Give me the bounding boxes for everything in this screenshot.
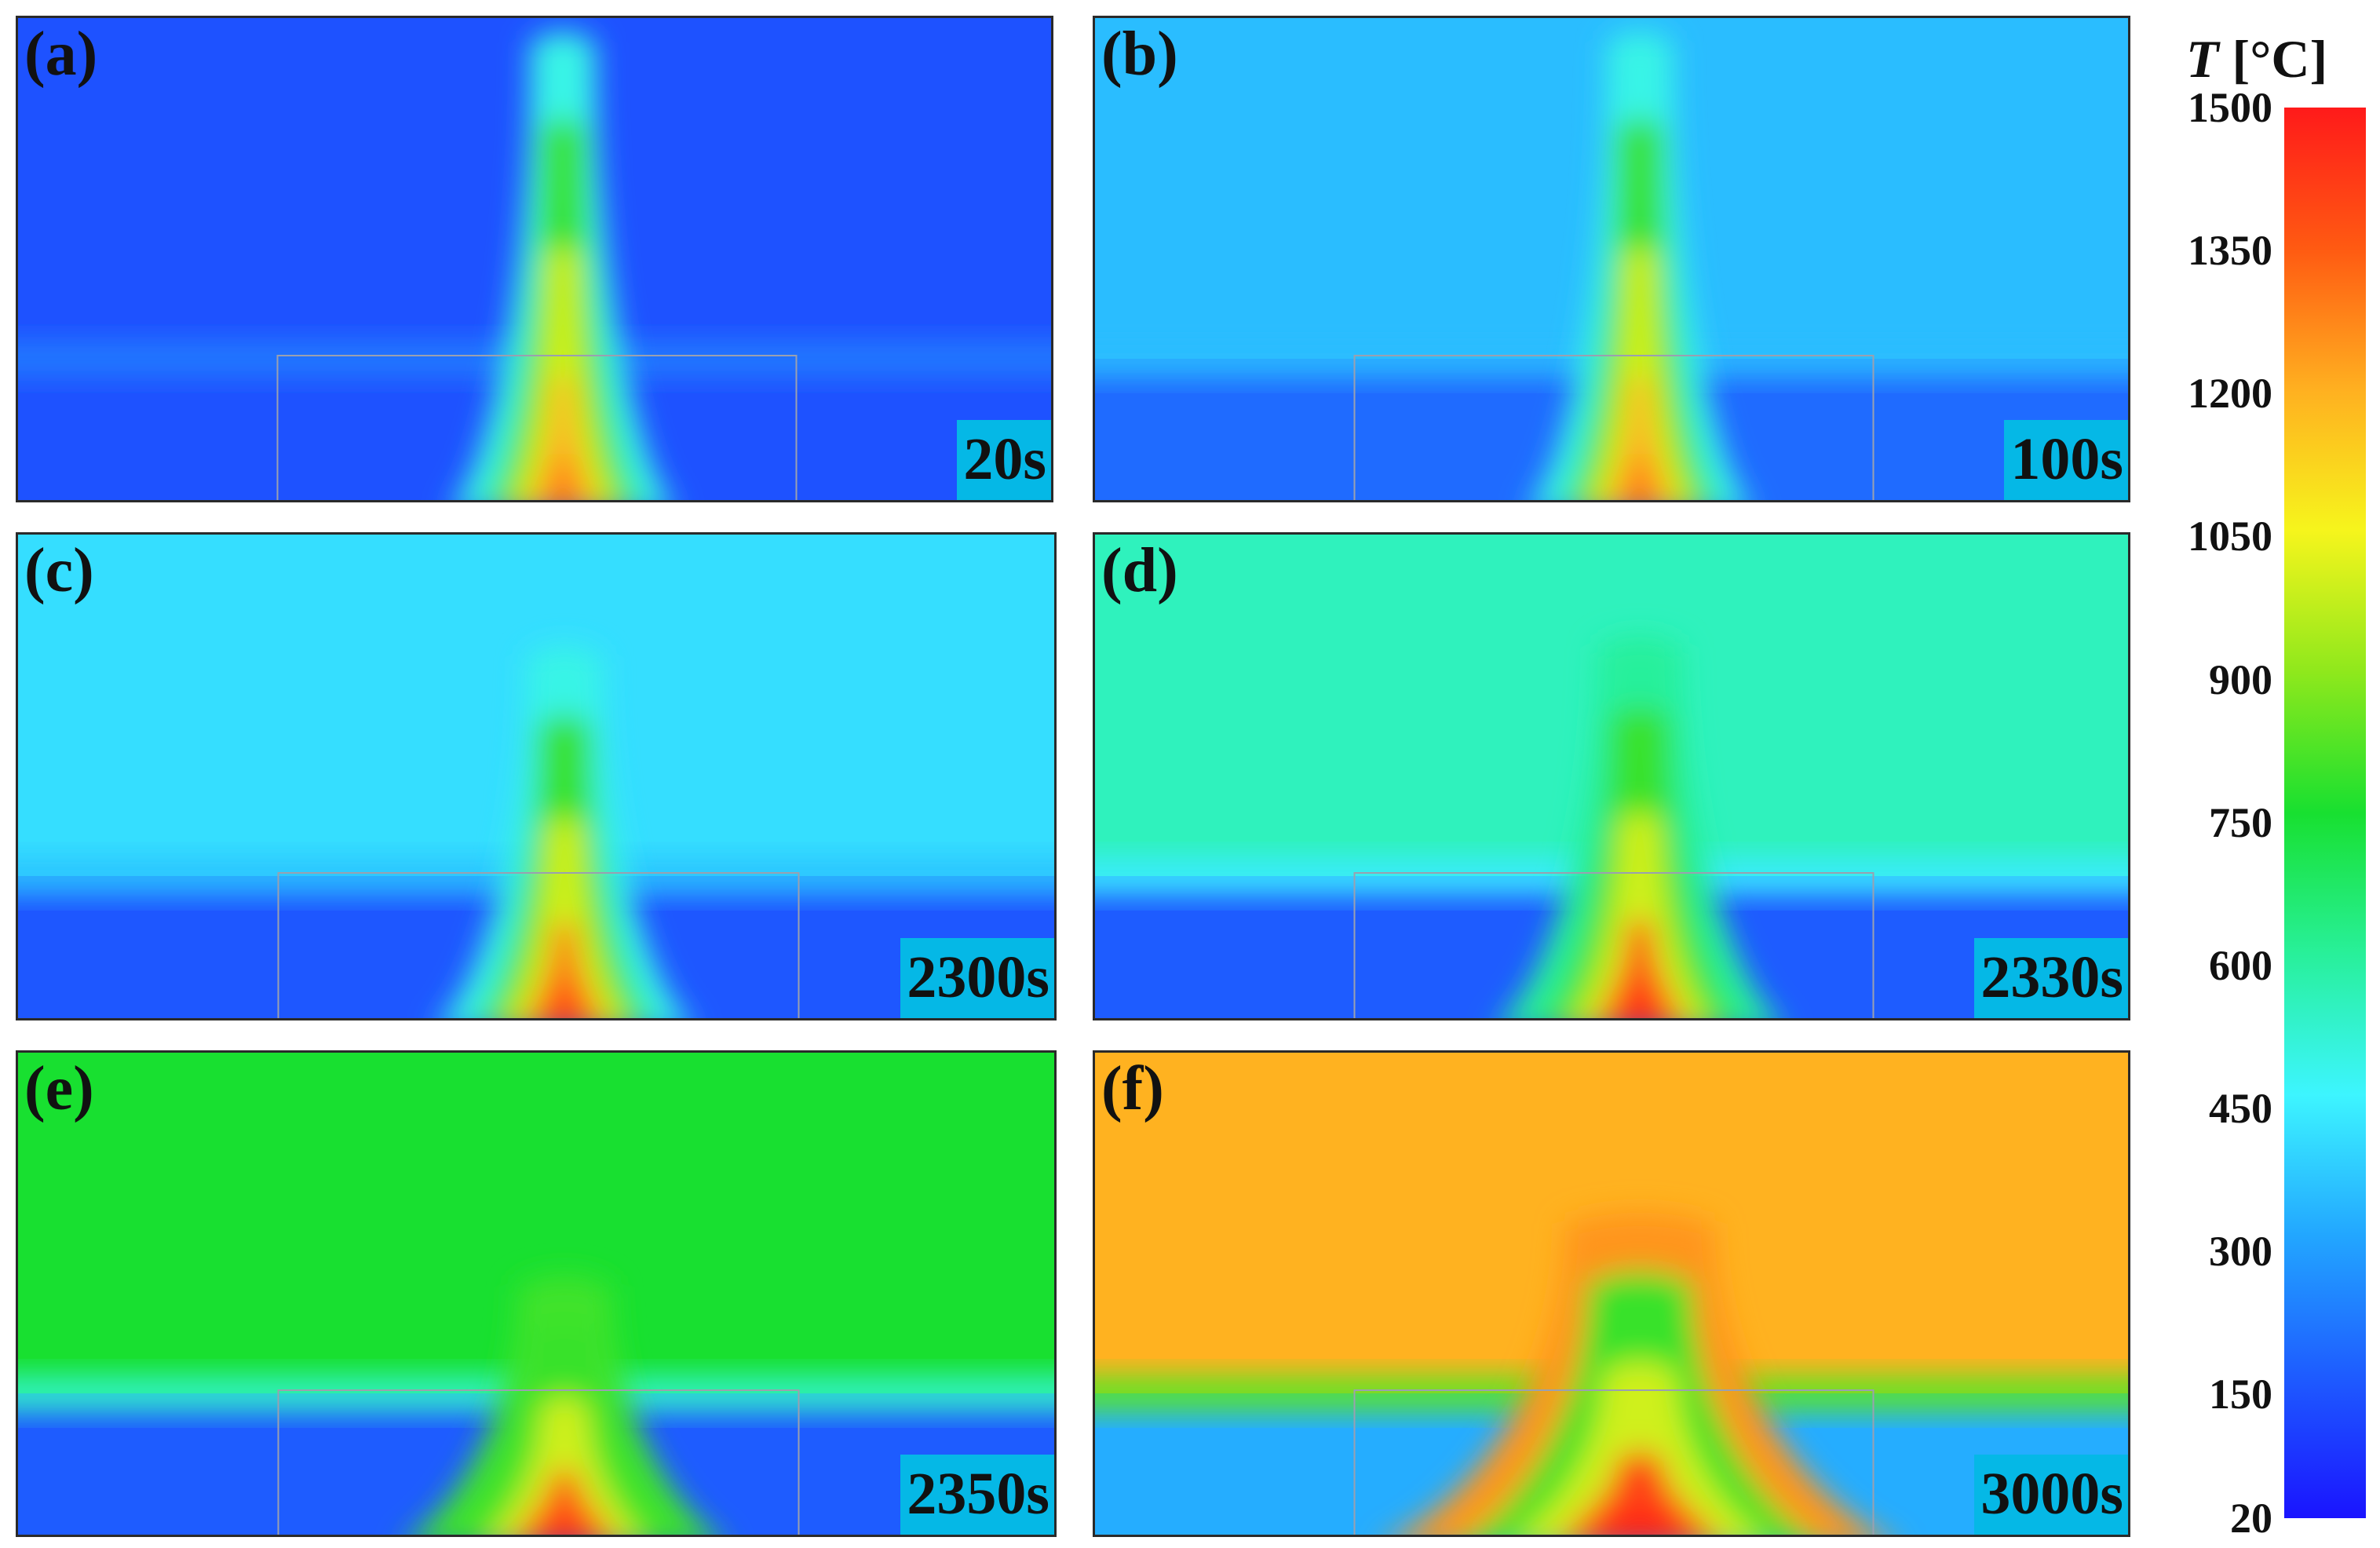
opening-outline bbox=[277, 1389, 800, 1535]
panel-d: (d) 2330s bbox=[1093, 532, 2130, 1020]
colorbar-tick: 750 bbox=[2209, 798, 2272, 846]
panel-f: (f) 3000s bbox=[1093, 1050, 2130, 1537]
colorbar-tick: 900 bbox=[2209, 655, 2272, 703]
colorbar bbox=[2284, 108, 2366, 1518]
colorbar-tick: 600 bbox=[2209, 941, 2272, 989]
colorbar-tick: 20 bbox=[2230, 1495, 2272, 1542]
panel-c: (c) 2300s bbox=[16, 532, 1057, 1020]
temperature-field-a bbox=[18, 18, 1051, 500]
opening-outline bbox=[1353, 872, 1874, 1018]
opening-outline bbox=[1353, 1389, 1874, 1535]
fire-plume bbox=[1504, 636, 1776, 1018]
fire-plume bbox=[414, 1276, 714, 1535]
plume-contour bbox=[510, 246, 615, 500]
temperature-field-b bbox=[1095, 18, 2128, 500]
time-badge: 2350s bbox=[900, 1455, 1054, 1535]
temperature-field-f bbox=[1095, 1053, 2128, 1535]
plume-contour bbox=[1597, 917, 1682, 1018]
temperature-field-d bbox=[1095, 535, 2128, 1018]
plume-contour bbox=[538, 1511, 590, 1535]
time-badge: 2300s bbox=[900, 938, 1054, 1018]
plume-contour bbox=[1587, 246, 1692, 500]
time-badge: 2330s bbox=[1974, 938, 2128, 1018]
time-badge: 3000s bbox=[1974, 1455, 2128, 1535]
temperature-field-e bbox=[18, 1053, 1054, 1535]
opening-outline bbox=[277, 872, 800, 1018]
colorbar-tick: 300 bbox=[2209, 1228, 2272, 1276]
fire-plume bbox=[1400, 1212, 1880, 1535]
plume-contour bbox=[491, 1396, 638, 1535]
panel-label: (c) bbox=[24, 536, 94, 605]
opening-outline bbox=[276, 355, 798, 500]
plume-contour bbox=[518, 1468, 611, 1535]
plume-contour bbox=[527, 920, 602, 1018]
colorbar-tick: 1200 bbox=[2188, 370, 2272, 418]
time-badge: 100s bbox=[2004, 420, 2128, 500]
plume-contour bbox=[1598, 1503, 1681, 1535]
colorbar-symbol: T bbox=[2186, 29, 2219, 89]
plume-contour bbox=[505, 817, 624, 1018]
plume-contour bbox=[530, 374, 596, 500]
fire-plume bbox=[1534, 31, 1746, 500]
plume-contour bbox=[543, 980, 586, 1018]
colorbar-unit: [°C] bbox=[2232, 29, 2328, 89]
panel-label: (a) bbox=[24, 20, 98, 89]
plume-contour bbox=[1616, 980, 1663, 1018]
plume-contour bbox=[1622, 451, 1659, 500]
panel-label: (b) bbox=[1101, 20, 1178, 89]
plume-contour bbox=[1573, 812, 1707, 1018]
colorbar-tick: 450 bbox=[2209, 1084, 2272, 1132]
plume-contour bbox=[1607, 374, 1673, 500]
plume-contour bbox=[1565, 1451, 1714, 1535]
colorbar-tick: 1350 bbox=[2188, 227, 2272, 275]
colorbar-tick: 150 bbox=[2209, 1371, 2272, 1418]
plume-contour bbox=[545, 451, 582, 500]
panel-label: (f) bbox=[1101, 1054, 1164, 1123]
colorbar-title: T [°C] bbox=[2186, 28, 2327, 90]
plume-contour bbox=[1521, 1361, 1758, 1535]
fire-plume bbox=[457, 31, 669, 500]
temperature-field-c bbox=[18, 535, 1054, 1018]
colorbar-tick: 1500 bbox=[2188, 84, 2272, 131]
colorbar-tick: 1050 bbox=[2188, 513, 2272, 560]
panel-label: (d) bbox=[1101, 536, 1178, 605]
panel-label: (e) bbox=[24, 1054, 94, 1123]
panel-b: (b) 100s bbox=[1093, 16, 2130, 502]
panel-e: (e) 2350s bbox=[16, 1050, 1057, 1537]
opening-outline bbox=[1353, 355, 1874, 500]
fire-plume bbox=[444, 645, 685, 1018]
panel-a: (a) 20s bbox=[16, 16, 1053, 502]
time-badge: 20s bbox=[957, 420, 1051, 500]
